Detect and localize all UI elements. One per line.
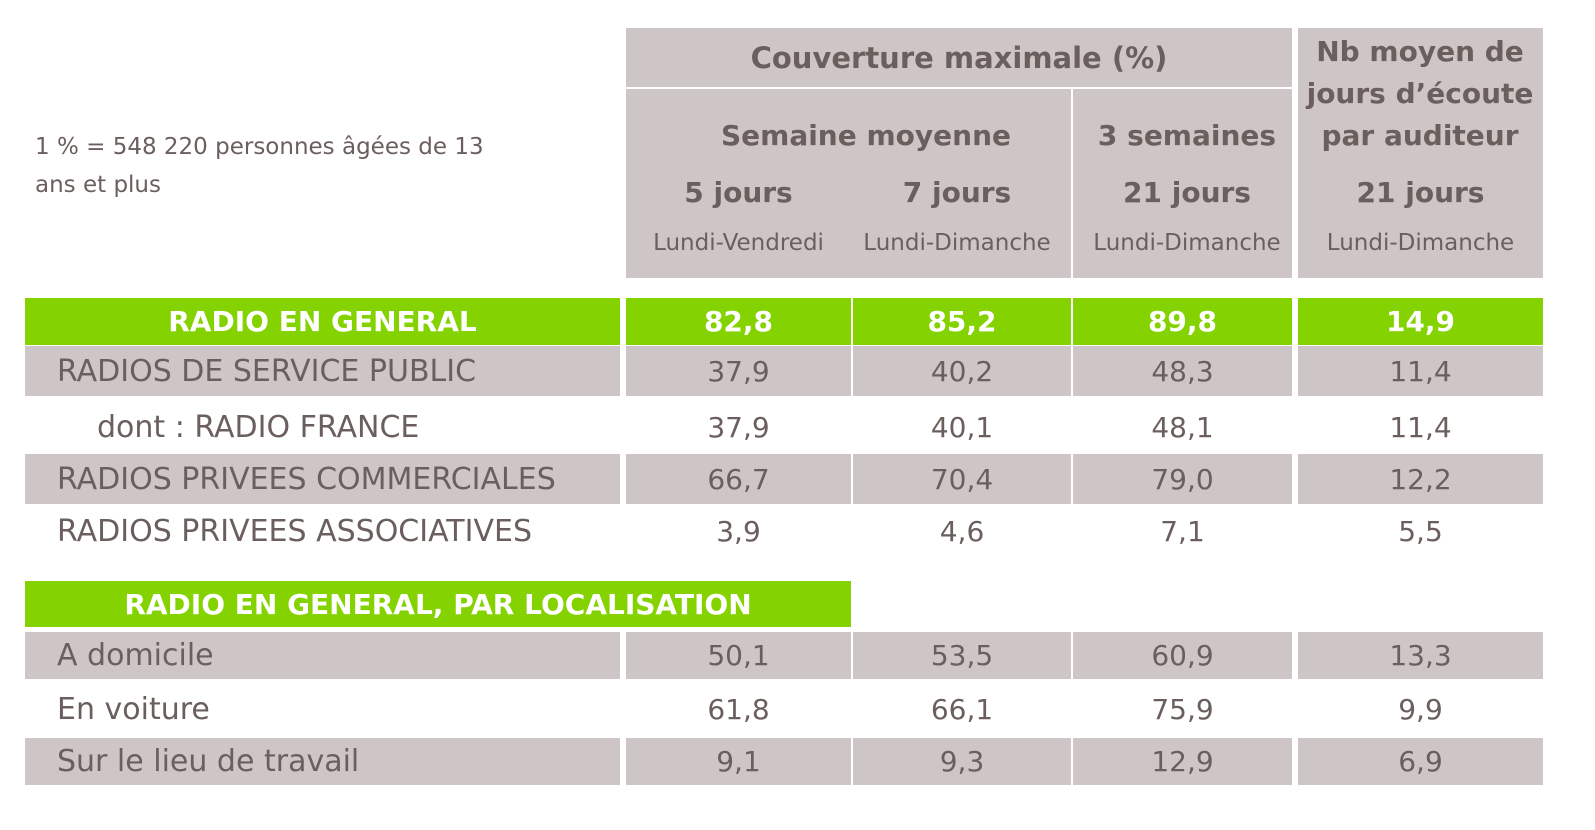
table-row-label: Sur le lieu de travail [25, 738, 620, 785]
table-cell: 37,9 [707, 410, 770, 444]
table-cell: 6,9 [1298, 738, 1543, 785]
three-weeks-header: 3 semaines [1097, 118, 1277, 152]
table-cell: 4,6 [939, 514, 985, 548]
table-cell: 12,9 [1073, 738, 1292, 785]
table-cell: 61,8 [707, 693, 770, 726]
table-cell: 66,1 [930, 693, 994, 726]
table-cell: 89,8 [1073, 298, 1292, 345]
col-range-3: Lundi-Dimanche [1326, 230, 1515, 256]
table-cell: 60,9 [1073, 632, 1292, 679]
table-cell: 82,8 [626, 298, 851, 345]
days-header-bg [1298, 28, 1543, 278]
table-cell: 7,1 [1160, 514, 1205, 548]
days-header: Nb moyen de jours d’écoute par auditeur [1306, 35, 1534, 152]
table-cell: 79,0 [1073, 454, 1292, 504]
table-row-label: En voiture [57, 692, 210, 727]
table-row-label: RADIOS PRIVEES COMMERCIALES [25, 454, 620, 504]
col-days-2: 21 jours [1123, 175, 1251, 209]
table-cell: 3,9 [716, 514, 761, 548]
col-range-1: Lundi-Dimanche [863, 230, 1051, 256]
coverage-header: Couverture maximale (%) [626, 28, 1292, 87]
table-row-label: RADIOS DE SERVICE PUBLIC [25, 346, 620, 396]
section-header: RADIO EN GENERAL, PAR LOCALISATION [25, 581, 851, 627]
table-cell: 9,1 [626, 738, 851, 785]
table-cell: 37,9 [626, 346, 851, 396]
table-cell: 14,9 [1298, 298, 1543, 345]
table-cell: 85,2 [853, 298, 1071, 345]
three-weeks-header-bg [1073, 89, 1292, 278]
table-cell: 11,4 [1298, 346, 1543, 396]
table-cell: 12,2 [1298, 454, 1543, 504]
table-cell: 75,9 [1151, 693, 1214, 726]
table-cell: 53,5 [853, 632, 1071, 679]
table-cell: 48,1 [1151, 410, 1214, 444]
table-cell: 5,5 [1398, 514, 1443, 548]
population-note: 1 % = 548 220 personnes âgées de 13 ans … [35, 134, 484, 198]
table-cell: 48,3 [1073, 346, 1292, 396]
col-range-2: Lundi-Dimanche [1093, 230, 1281, 256]
col-range-0: Lundi-Vendredi [653, 230, 824, 256]
table-cell: 13,3 [1298, 632, 1543, 679]
table-row-label: dont : RADIO FRANCE [97, 409, 420, 445]
table-cell: 11,4 [1389, 410, 1452, 444]
table-cell: 40,2 [853, 346, 1071, 396]
table-row-label: A domicile [25, 632, 620, 679]
table-cell: 40,1 [930, 410, 994, 444]
table-cell: 9,3 [853, 738, 1071, 785]
total-row-label: RADIO EN GENERAL [25, 298, 620, 345]
table-cell: 9,9 [1398, 693, 1443, 726]
table-cell: 50,1 [626, 632, 851, 679]
avg-week-header-bg [626, 89, 1071, 278]
table-cell: 70,4 [853, 454, 1071, 504]
avg-week-header: Semaine moyenne [720, 118, 1011, 152]
col-days-3: 21 jours [1356, 175, 1485, 209]
col-days-1: 7 jours [902, 175, 1012, 209]
table-row-label: RADIOS PRIVEES ASSOCIATIVES [57, 513, 532, 549]
table-cell: 66,7 [626, 454, 851, 504]
col-days-0: 5 jours [684, 175, 793, 209]
